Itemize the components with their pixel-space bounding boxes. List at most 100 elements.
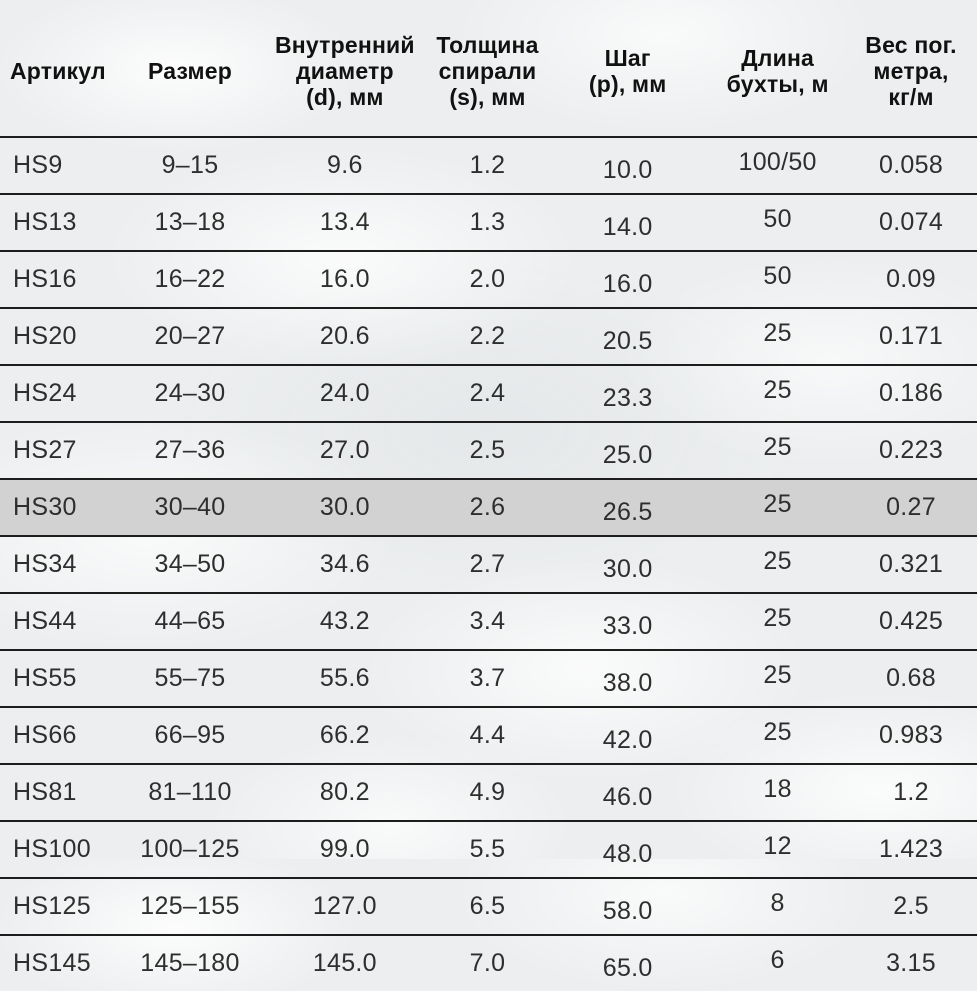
cell-inner-diameter: 24.0: [259, 365, 430, 423]
cell-weight: 3.15: [886, 949, 936, 977]
table-row: HS20 20–27 20.6 2.2 20.5 25 0.171: [0, 308, 977, 366]
cell-size: 55–75: [120, 650, 260, 708]
table-row: HS81 81–110 80.2 4.9 46.0 18 1.2: [0, 764, 977, 822]
cell-coil-length: 25: [710, 365, 846, 423]
cell-inner-diameter: 9.6: [259, 137, 430, 195]
cell-inner-diameter: 80.2: [259, 764, 430, 822]
cell-coil-length: 25: [710, 707, 846, 765]
cell-size: 20–27: [120, 308, 260, 366]
cell-size: 13–18: [120, 194, 260, 252]
cell-weight: 0.983: [845, 707, 977, 765]
cell-weight: 1.2: [845, 764, 977, 822]
table-row: HS55 55–75 55.6 3.7 38.0 25 0.68: [0, 650, 977, 708]
cell-inner-diameter: 66.2: [259, 707, 430, 765]
col-header-size: Размер: [120, 0, 260, 138]
cell-weight: 0.223: [845, 422, 977, 480]
cell-spiral-thickness: 2.2: [429, 308, 546, 366]
cell-inner-diameter: 13.4: [259, 194, 430, 252]
cell-weight: 0.058: [845, 137, 977, 195]
table-row: HS66 66–95 66.2 4.4 42.0 25 0.983: [0, 707, 977, 765]
cell-pitch: 14.0: [545, 194, 711, 252]
cell-inner-diameter: 55.6: [259, 650, 430, 708]
cell-inner-diameter: 27.0: [259, 422, 430, 480]
table-row: HS13 13–18 13.4 1.3 14.0 50 0.074: [0, 194, 977, 252]
cell-spiral-thickness: 4.4: [429, 707, 546, 765]
cell-article: HS13: [0, 194, 121, 252]
cell-article: HS66: [0, 707, 121, 765]
cell-coil-length: 25: [710, 536, 846, 594]
cell-spiral-thickness: 2.6: [429, 479, 546, 537]
cell-weight: 0.27: [845, 479, 977, 537]
cell-weight: 0.186: [845, 365, 977, 423]
col-header-pitch: Шаг (p), мм: [545, 0, 711, 138]
cell-spiral-thickness: 3.7: [429, 650, 546, 708]
cell-weight: 0.68: [845, 650, 977, 708]
table-row: HS44 44–65 43.2 3.4 33.0 25 0.425: [0, 593, 977, 651]
cell-spiral-thickness: 1.3: [429, 194, 546, 252]
cell-coil-length: 100/50: [710, 137, 846, 195]
col-header-inner-diameter: Внутренний диаметр (d), мм: [259, 0, 430, 138]
cell-size: 34–50: [120, 536, 260, 594]
cell-article: HS16: [0, 251, 121, 309]
cell-pitch: 33.0: [545, 593, 711, 651]
cell-weight: 0.425: [845, 593, 977, 651]
cell-inner-diameter: 20.6: [259, 308, 430, 366]
table-row: HS24 24–30 24.0 2.4 23.3 25 0.186: [0, 365, 977, 423]
cell-weight: 2.5: [845, 878, 977, 936]
table-row-highlighted: HS30 30–40 30.0 2.6 26.5 25 0.27: [0, 479, 977, 537]
cell-pitch: 38.0: [545, 650, 711, 708]
cell-pitch: 16.0: [545, 251, 711, 309]
cell-article: HS44: [0, 593, 121, 651]
table-row: HS9 9–15 9.6 1.2 10.0 100/50 0.058: [0, 137, 977, 195]
cell-pitch: 48.0: [545, 821, 711, 879]
table-body: HS9 9–15 9.6 1.2 10.0 100/50 0.058 HS13 …: [0, 137, 977, 991]
cell-pitch: 25.0: [545, 422, 711, 480]
col-header-coil-length: Длина бухты, м: [710, 0, 846, 138]
cell-size: 44–65: [120, 593, 260, 651]
cell-size: 24–30: [120, 365, 260, 423]
table-row: HS100 100–125 99.0 5.5 48.0 12 1.423: [0, 821, 977, 879]
cell-size: 30–40: [120, 479, 260, 537]
cell-weight: 0.321: [845, 536, 977, 594]
cell-article: HS34: [0, 536, 121, 594]
table-row: HS145 145–180 145.0 7.0 65.0 6 3.15: [0, 935, 977, 991]
cell-weight: 0.074: [845, 194, 977, 252]
cell-article: HS24: [0, 365, 121, 423]
cell-size: 16–22: [120, 251, 260, 309]
cell-coil-length: 50: [710, 251, 846, 309]
cell-weight: 1.423: [845, 821, 977, 879]
cell-coil-length: 25: [710, 308, 846, 366]
table-row: HS16 16–22 16.0 2.0 16.0 50 0.09: [0, 251, 977, 309]
cell-spiral-thickness: 2.4: [429, 365, 546, 423]
table-header: Артикул Размер Внутренний диаметр (d), м…: [0, 0, 977, 138]
cell-article: HS81: [0, 764, 121, 822]
col-header-spiral-thickness: Толщина спирали (s), мм: [429, 0, 546, 138]
cell-coil-length: 50: [710, 194, 846, 252]
cell-article: HS9: [0, 137, 121, 195]
cell-article: HS27: [0, 422, 121, 480]
table-row: HS27 27–36 27.0 2.5 25.0 25 0.223: [0, 422, 977, 480]
cell-coil-length: 6: [770, 945, 785, 974]
cell-coil-length: 25: [710, 422, 846, 480]
cell-coil-length: 18: [710, 764, 846, 822]
cell-pitch: 20.5: [545, 308, 711, 366]
cell-inner-diameter: 127.0: [259, 878, 430, 936]
cell-coil-length: 25: [710, 593, 846, 651]
cell-weight: 0.171: [845, 308, 977, 366]
cell-article: HS20: [0, 308, 121, 366]
cell-pitch: 58.0: [545, 878, 711, 936]
cell-size: 100–125: [120, 821, 260, 879]
cell-pitch: 46.0: [545, 764, 711, 822]
cell-inner-diameter: 99.0: [259, 821, 430, 879]
cell-article: HS125: [0, 878, 121, 936]
cell-coil-length: 25: [710, 650, 846, 708]
cell-spiral-thickness: 1.2: [429, 137, 546, 195]
cell-article: HS100: [0, 821, 121, 879]
cell-pitch: 26.5: [545, 479, 711, 537]
cell-size: 81–110: [120, 764, 260, 822]
cell-spiral-thickness: 2.7: [429, 536, 546, 594]
cell-spiral-thickness: 2.0: [429, 251, 546, 309]
cell-article: HS145: [13, 949, 91, 977]
cell-spiral-thickness: 6.5: [429, 878, 546, 936]
